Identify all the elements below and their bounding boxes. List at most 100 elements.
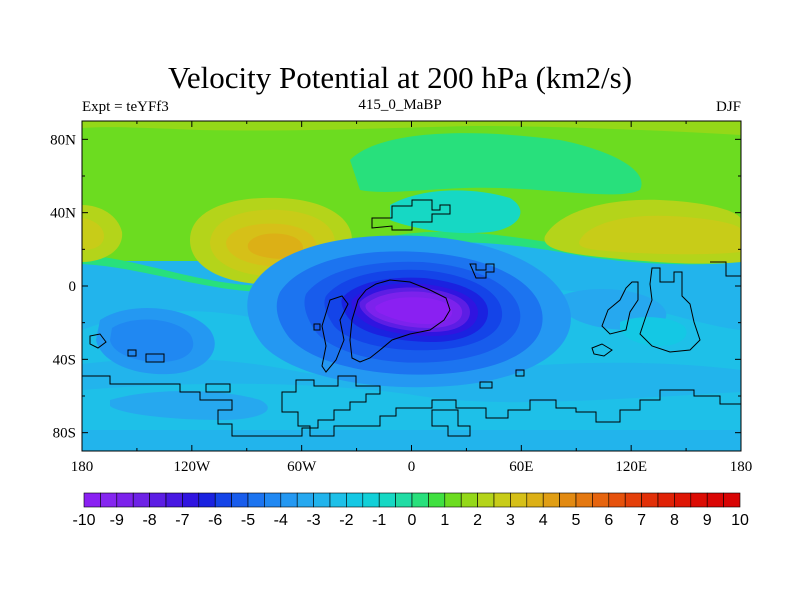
colorbar-label: -9 (110, 512, 124, 529)
season-label: DJF (715, 99, 741, 115)
colorbar-swatch (132, 492, 150, 508)
coast-island-1 (591, 343, 613, 357)
colorbar-swatch (477, 492, 495, 508)
colorbar-swatch (83, 492, 101, 508)
colorbar-swatch (280, 492, 298, 508)
coast-samerica-east (321, 295, 349, 373)
field-pole-south (82, 430, 741, 451)
colorbar-swatch (346, 492, 364, 508)
axis-labels: 180 120W 60W 0 60E 120E 180 80N 40N 0 40S 80S (50, 132, 752, 475)
coast-island-3 (127, 349, 137, 357)
x-tick-label: 0 (408, 459, 416, 475)
colorbar-label: -5 (241, 512, 255, 529)
colorbar-swatch (247, 492, 265, 508)
field-aus-patch (620, 317, 687, 346)
colorbar-swatch (329, 492, 347, 508)
colorbar-swatch (657, 492, 675, 508)
colorbar-label: -8 (142, 512, 156, 529)
colorbar-swatch (559, 492, 577, 508)
coast-arabia (469, 263, 495, 279)
colorbar-label: 6 (604, 512, 613, 529)
x-tick-label: 120E (615, 459, 647, 475)
colorbar-swatch (362, 492, 380, 508)
colorbar-swatch (592, 492, 610, 508)
colorbar-label: -4 (274, 512, 288, 529)
colorbar-label: 10 (731, 512, 749, 529)
colorbar-swatch (460, 492, 478, 508)
coast-japan (710, 261, 741, 277)
colorbar-swatch (214, 492, 232, 508)
coast-europe (371, 199, 451, 231)
colorbar-label: -6 (208, 512, 222, 529)
field-low-core (375, 297, 453, 324)
colorbar-swatch (510, 492, 528, 508)
experiment-label: Expt = teYFf3 (82, 99, 169, 115)
colorbar-swatch (526, 492, 544, 508)
colorbar-swatch (608, 492, 626, 508)
coast-antarctica (82, 375, 741, 437)
colorbar-swatch (313, 492, 331, 508)
field-pole-yellowgreen (82, 121, 741, 135)
x-tick-label: 60W (287, 459, 317, 475)
colorbar-swatch (198, 492, 216, 508)
colorbar-label: 5 (572, 512, 581, 529)
coast-island-2 (89, 333, 107, 349)
colorbar-swatch (100, 492, 118, 508)
colorbar-label: 1 (440, 512, 449, 529)
field-na-high-core (247, 233, 304, 259)
colorbar-label: 3 (506, 512, 515, 529)
y-tick-label: 40S (53, 352, 76, 368)
colorbar-swatch (231, 492, 249, 508)
colorbar-swatch (542, 492, 560, 508)
colorbar-swatch (624, 492, 642, 508)
coast-island-4 (145, 353, 165, 363)
colorbar-label: -2 (339, 512, 353, 529)
field-arctic-band (350, 133, 642, 195)
coast-antarctic-shelf (431, 409, 471, 437)
colorbar-swatch (444, 492, 462, 508)
x-tick-label: 180 (730, 459, 753, 475)
colorbar-label: 9 (703, 512, 712, 529)
colorbar-label: -7 (175, 512, 189, 529)
field-so-patch (110, 391, 268, 420)
y-tick-label: 80N (50, 132, 76, 148)
y-tick-label: 0 (69, 279, 77, 295)
colorbar-swatch (575, 492, 593, 508)
x-tick-label: 120W (173, 459, 211, 475)
y-tick-label: 80S (53, 426, 76, 442)
colorbar-swatch (264, 492, 282, 508)
x-tick-label: 180 (71, 459, 94, 475)
x-tick-label: 60E (509, 459, 533, 475)
coast-indochina (601, 281, 639, 335)
colorbar-swatch (493, 492, 511, 508)
colorbar-swatch (395, 492, 413, 508)
period-label: 415_0_MaBP (358, 97, 442, 113)
colorbar-swatch (706, 492, 724, 508)
colorbar: -10 -9 -8 -7 -6 -5 -4 -3 -2 -1 0 1 2 3 4 5 6 7 8 9 10 (72, 492, 749, 529)
colorbar-label: 2 (473, 512, 482, 529)
coast-africa (349, 279, 451, 363)
coast-maritime (639, 267, 701, 353)
colorbar-swatch (182, 492, 200, 508)
colorbar-label: -3 (306, 512, 320, 529)
colorbar-swatch (411, 492, 429, 508)
coast-island-8 (205, 383, 231, 393)
coast-island-6 (515, 369, 525, 377)
colorbar-swatch (116, 492, 134, 508)
coast-island-7 (479, 381, 493, 389)
colorbar-label: -10 (72, 512, 95, 529)
colorbar-swatch (641, 492, 659, 508)
field-asia-high-inner (579, 215, 741, 255)
velocity-potential-field (82, 121, 741, 451)
colorbar-swatch (690, 492, 708, 508)
colorbar-label: 4 (539, 512, 548, 529)
colorbar-label: 8 (670, 512, 679, 529)
axis-ticks (81, 121, 742, 451)
colorbar-swatch (149, 492, 167, 508)
colorbar-label: -1 (372, 512, 386, 529)
coast-island-5 (313, 323, 321, 331)
colorbar-swatch (723, 492, 741, 508)
colorbar-swatch (428, 492, 446, 508)
y-tick-label: 40N (50, 206, 76, 222)
field-west-high-inner (82, 218, 104, 250)
